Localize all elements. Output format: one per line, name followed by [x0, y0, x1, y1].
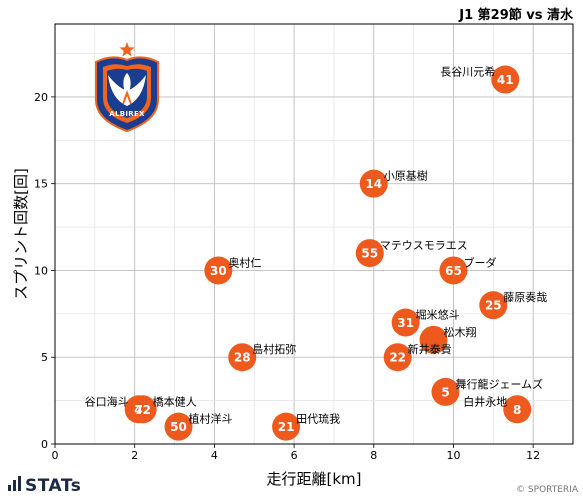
x-tick-label: 0	[52, 449, 59, 462]
data-point	[359, 169, 388, 198]
data-points	[124, 65, 532, 441]
point-label: 田代琉我	[296, 412, 340, 426]
x-tick-label: 12	[526, 449, 540, 462]
data-point	[272, 412, 301, 441]
point-number: 21	[278, 420, 295, 434]
point-label: 松木翔	[444, 325, 477, 339]
data-point	[204, 256, 233, 285]
data-point-numbers: 41 14 55 30 65 25 31 22 28 5 8 742 50 21	[134, 73, 521, 434]
swan-neck-icon	[123, 73, 131, 93]
copyright: © SPORTERIA	[516, 485, 579, 495]
x-axis-label: 走行距離[km]	[266, 470, 361, 488]
point-number: 8	[513, 403, 521, 417]
point-number: 5	[441, 385, 449, 399]
point-number: 28	[234, 351, 251, 365]
albirex-emblem-icon: ALBIREX	[95, 42, 159, 133]
data-point	[431, 377, 460, 406]
point-label: 奥村仁	[228, 255, 261, 269]
y-tick-label: 5	[41, 351, 48, 364]
swan-wing-left-icon	[108, 75, 127, 106]
point-label: マテウスモラエス	[380, 239, 468, 252]
data-point	[503, 395, 532, 424]
emblem-lettering: ALBIREX	[109, 110, 145, 118]
data-point	[479, 291, 508, 320]
point-label: 藤原奏哉	[503, 290, 547, 304]
y-axis-label: スプリント回数[回]	[12, 168, 30, 300]
point-number: 31	[397, 316, 414, 330]
point-number: 25	[485, 299, 502, 313]
point-label: 新井泰貴	[408, 342, 452, 356]
point-label: 橋本健人	[153, 394, 197, 408]
point-number: 55	[361, 247, 378, 261]
y-tick-label: 15	[34, 178, 48, 191]
point-number: 50	[170, 420, 187, 434]
point-number: 65	[445, 264, 462, 278]
swan-wing-right-icon	[127, 75, 146, 106]
x-tick-label: 4	[211, 449, 218, 462]
x-tick-label: 10	[446, 449, 460, 462]
point-label: 谷口海斗	[85, 394, 129, 408]
point-number: 7	[134, 403, 142, 417]
point-label: 長谷川元希	[440, 65, 495, 79]
x-tick-label: 8	[370, 449, 377, 462]
data-point	[491, 65, 520, 94]
y-tick-label: 20	[34, 91, 48, 104]
data-point	[439, 256, 468, 285]
plot-frame	[54, 23, 574, 445]
point-number: 14	[365, 177, 382, 191]
emblem-a-mark	[122, 90, 132, 104]
point-label: 堀米悠斗	[416, 308, 460, 322]
point-label: 舞行龍ジェームズ	[455, 377, 543, 391]
point-number: 42	[134, 403, 151, 417]
bar-chart-icon	[8, 476, 21, 491]
point-number: 41	[497, 73, 514, 87]
y-tick-label: 0	[41, 438, 48, 451]
brand-logo-text: STATs	[25, 476, 81, 496]
x-tick-label: 2	[131, 449, 138, 462]
data-point	[391, 308, 420, 337]
point-label: 小原基樹	[384, 170, 428, 183]
data-point	[228, 343, 257, 372]
data-point	[383, 343, 412, 372]
point-label: ブーダ	[463, 255, 496, 269]
axis-ticks: 0 2 4 6 8 10 12 0 5 10 15 20	[34, 91, 540, 462]
data-point	[419, 325, 448, 354]
data-point	[128, 395, 157, 424]
star-icon	[119, 42, 135, 57]
chart-title: J1 第29節 vs 清水	[458, 7, 574, 23]
y-tick-label: 10	[34, 264, 48, 277]
point-number: 22	[389, 351, 406, 365]
point-label: 植村洋斗	[189, 412, 233, 426]
data-point	[164, 412, 193, 441]
grid	[55, 24, 573, 444]
x-tick-label: 6	[291, 449, 298, 462]
point-label: 島村拓弥	[252, 342, 296, 356]
point-label: 白井永地	[463, 394, 507, 408]
data-point	[355, 239, 384, 268]
point-number: 30	[210, 264, 227, 278]
